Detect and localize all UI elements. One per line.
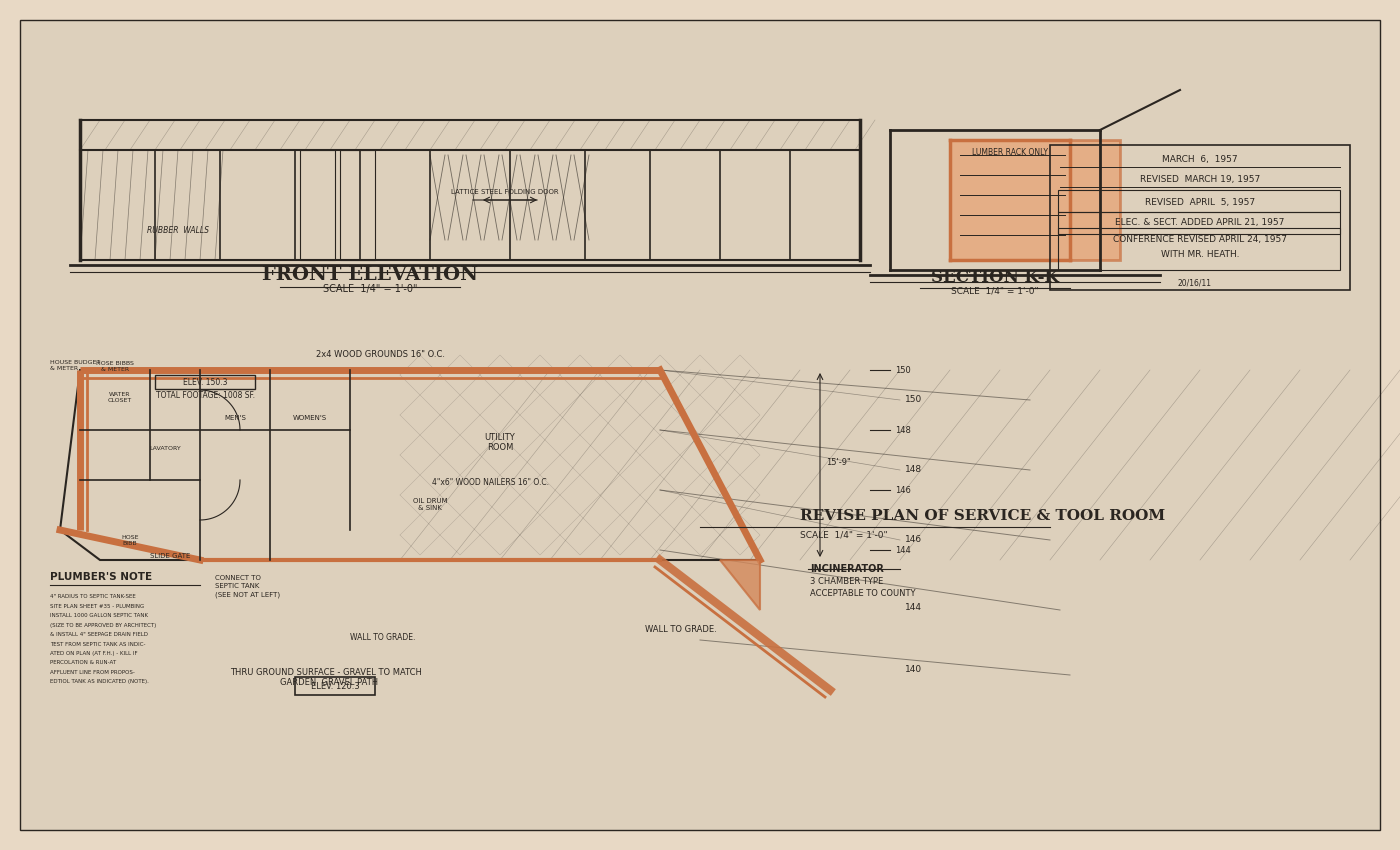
Text: MEN'S: MEN'S bbox=[224, 415, 246, 421]
Text: MARCH  6,  1957: MARCH 6, 1957 bbox=[1162, 155, 1238, 164]
Text: INSTALL 1000 GALLON SEPTIC TANK: INSTALL 1000 GALLON SEPTIC TANK bbox=[50, 613, 148, 618]
Text: SLIDE GATE: SLIDE GATE bbox=[150, 553, 190, 559]
Text: ATED ON PLAN (AT F.H.) - KILL IF: ATED ON PLAN (AT F.H.) - KILL IF bbox=[50, 651, 137, 656]
Text: (SIZE TO BE APPROVED BY ARCHITECT): (SIZE TO BE APPROVED BY ARCHITECT) bbox=[50, 622, 157, 627]
Bar bbox=[155, 375, 255, 389]
Text: 20/16/11: 20/16/11 bbox=[1177, 278, 1212, 287]
Text: TOTAL FOOTAGE: 1008 SF.: TOTAL FOOTAGE: 1008 SF. bbox=[155, 391, 255, 400]
Polygon shape bbox=[720, 560, 760, 610]
Text: 146: 146 bbox=[895, 486, 911, 495]
Text: ELEC. & SECT. ADDED APRIL 21, 1957: ELEC. & SECT. ADDED APRIL 21, 1957 bbox=[1116, 218, 1285, 227]
Text: REVISED  MARCH 19, 1957: REVISED MARCH 19, 1957 bbox=[1140, 175, 1260, 184]
Bar bbox=[1058, 228, 1340, 270]
Text: OIL DRUM
& SINK: OIL DRUM & SINK bbox=[413, 498, 448, 511]
Text: TEST FROM SEPTIC TANK AS INDIC-: TEST FROM SEPTIC TANK AS INDIC- bbox=[50, 642, 146, 647]
Text: THRU GROUND SURFACE - GRAVEL TO MATCH: THRU GROUND SURFACE - GRAVEL TO MATCH bbox=[230, 668, 421, 677]
Text: 146: 146 bbox=[904, 535, 923, 544]
Text: AFFLUENT LINE FROM PROPOS-: AFFLUENT LINE FROM PROPOS- bbox=[50, 670, 134, 675]
Text: HOUSE BUDGET
& METER: HOUSE BUDGET & METER bbox=[50, 360, 101, 371]
Text: WOMEN'S: WOMEN'S bbox=[293, 415, 328, 421]
Bar bbox=[951, 140, 1120, 260]
Text: SCALE  1/4" = 1'-0": SCALE 1/4" = 1'-0" bbox=[951, 286, 1039, 295]
Text: PLUMBER'S NOTE: PLUMBER'S NOTE bbox=[50, 572, 153, 582]
Text: 150: 150 bbox=[895, 366, 911, 375]
Text: 2x4 WOOD GROUNDS 16" O.C.: 2x4 WOOD GROUNDS 16" O.C. bbox=[315, 350, 445, 359]
Text: 148: 148 bbox=[904, 465, 923, 474]
Text: FRONT ELEVATION: FRONT ELEVATION bbox=[262, 266, 477, 284]
Text: 4"x6" WOOD NAILERS 16" O.C.: 4"x6" WOOD NAILERS 16" O.C. bbox=[431, 478, 549, 487]
Text: HOSE
BIBB: HOSE BIBB bbox=[122, 536, 139, 546]
Text: (SEE NOT AT LEFT): (SEE NOT AT LEFT) bbox=[216, 591, 280, 598]
Text: SCALE  1/4" = 1'-0": SCALE 1/4" = 1'-0" bbox=[799, 531, 888, 540]
Text: 144: 144 bbox=[895, 546, 911, 555]
Text: RUBBER  WALLS: RUBBER WALLS bbox=[147, 226, 209, 235]
Text: LAVATORY: LAVATORY bbox=[150, 446, 181, 451]
Text: ACCEPTABLE TO COUNTY: ACCEPTABLE TO COUNTY bbox=[811, 589, 916, 598]
Bar bbox=[1050, 145, 1350, 290]
Text: 140: 140 bbox=[904, 665, 923, 674]
Text: LUMBER RACK ONLY: LUMBER RACK ONLY bbox=[972, 148, 1049, 157]
Text: 15'-9": 15'-9" bbox=[826, 458, 851, 467]
Text: HOSE BIBBS
& METER: HOSE BIBBS & METER bbox=[97, 361, 134, 372]
Text: 144: 144 bbox=[904, 603, 923, 612]
Bar bbox=[340, 150, 375, 260]
Text: CONFERENCE REVISED APRIL 24, 1957: CONFERENCE REVISED APRIL 24, 1957 bbox=[1113, 235, 1287, 244]
Text: ELEV. 150.3: ELEV. 150.3 bbox=[183, 378, 227, 387]
Bar bbox=[295, 677, 375, 695]
Text: EDTIOL TANK AS INDICATED (NOTE).: EDTIOL TANK AS INDICATED (NOTE). bbox=[50, 679, 148, 684]
Bar bbox=[1058, 212, 1340, 234]
Text: REVISE PLAN OF SERVICE & TOOL ROOM: REVISE PLAN OF SERVICE & TOOL ROOM bbox=[799, 509, 1165, 523]
Text: 148: 148 bbox=[895, 426, 911, 435]
Text: SCALE  1/4" = 1'-0": SCALE 1/4" = 1'-0" bbox=[323, 284, 417, 294]
Bar bbox=[1058, 190, 1340, 212]
Text: 4" RADIUS TO SEPTIC TANK-SEE: 4" RADIUS TO SEPTIC TANK-SEE bbox=[50, 594, 136, 599]
Text: SECTION K-K: SECTION K-K bbox=[931, 269, 1058, 286]
Text: PERCOLATION & RUN-AT: PERCOLATION & RUN-AT bbox=[50, 660, 116, 666]
Text: WALL TO GRADE.: WALL TO GRADE. bbox=[350, 633, 416, 642]
Text: INCINERATOR: INCINERATOR bbox=[811, 564, 883, 574]
Text: SEPTIC TANK: SEPTIC TANK bbox=[216, 583, 259, 589]
Text: UTILITY
ROOM: UTILITY ROOM bbox=[484, 433, 515, 452]
Text: WITH MR. HEATH.: WITH MR. HEATH. bbox=[1161, 250, 1239, 259]
Text: 3 CHAMBER TYPE: 3 CHAMBER TYPE bbox=[811, 577, 883, 586]
Text: & INSTALL 4" SEEPAGE DRAIN FIELD: & INSTALL 4" SEEPAGE DRAIN FIELD bbox=[50, 632, 148, 637]
Text: CONNECT TO: CONNECT TO bbox=[216, 575, 260, 581]
Text: ELEV. 120.3: ELEV. 120.3 bbox=[311, 682, 360, 691]
Text: REVISED  APRIL  5, 1957: REVISED APRIL 5, 1957 bbox=[1145, 198, 1254, 207]
Text: WATER
CLOSET: WATER CLOSET bbox=[108, 392, 132, 403]
Bar bbox=[300, 150, 335, 260]
Text: LATTICE STEEL FOLDING DOOR: LATTICE STEEL FOLDING DOOR bbox=[451, 189, 559, 195]
Text: WALL TO GRADE.: WALL TO GRADE. bbox=[645, 625, 717, 634]
Text: 150: 150 bbox=[904, 395, 923, 404]
Text: GARDEN  GRAVEL PATH: GARDEN GRAVEL PATH bbox=[280, 678, 378, 687]
Text: SITE PLAN SHEET #35 - PLUMBING: SITE PLAN SHEET #35 - PLUMBING bbox=[50, 604, 144, 609]
